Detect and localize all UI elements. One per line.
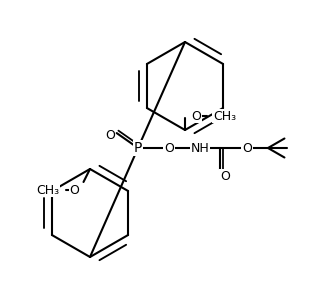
Text: CH₃: CH₃	[36, 183, 59, 196]
Text: O: O	[220, 170, 230, 183]
Text: NH: NH	[191, 141, 209, 155]
Text: CH₃: CH₃	[213, 109, 236, 123]
Text: O: O	[242, 141, 252, 155]
Text: O: O	[191, 109, 201, 123]
Text: P: P	[134, 141, 142, 155]
Text: O: O	[105, 128, 115, 142]
Text: O: O	[69, 183, 79, 196]
Text: O: O	[164, 141, 174, 155]
